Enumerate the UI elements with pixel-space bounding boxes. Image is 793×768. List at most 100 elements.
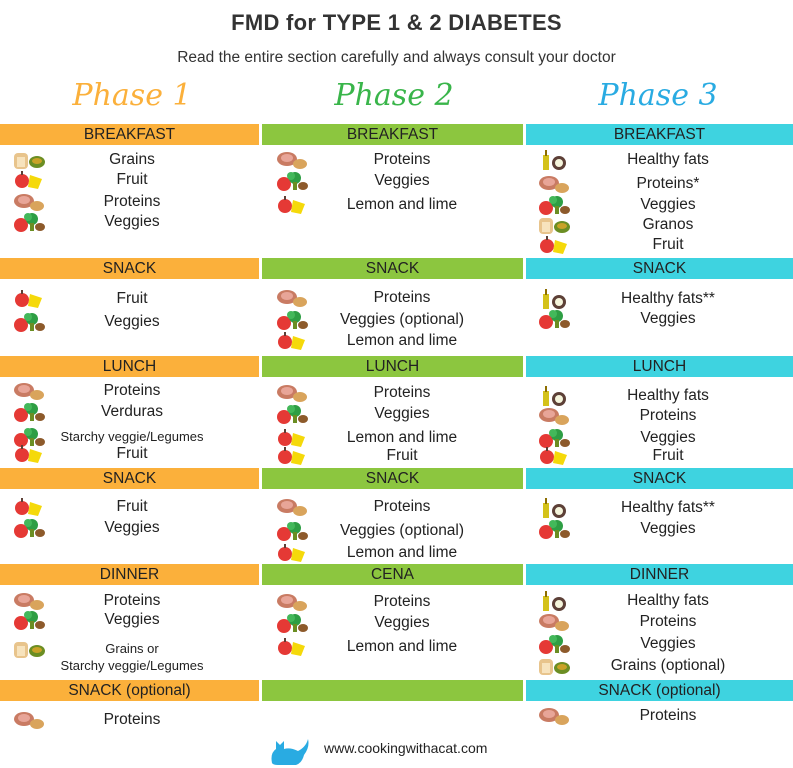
fruit-icon [537,445,571,467]
meal-header-dinner: DINNER [526,564,793,585]
footer-url: www.cookingwithacat.com [324,740,488,756]
oil-icon [537,590,571,612]
vegetables-icon [12,311,46,333]
fruit-icon [275,445,309,467]
list-item: Veggies (optional) [339,522,465,539]
list-item: Veggies [374,405,430,422]
vegetables-icon [537,308,571,330]
meat-icon [12,709,46,731]
fruit-icon [275,427,309,449]
meat-icon [12,590,46,612]
meal-header-breakfast: BREAKFAST [0,124,259,145]
list-item: Proteins [639,407,697,424]
list-item: Veggies [640,196,696,213]
vegetables-icon [537,633,571,655]
fruit-icon [275,330,309,352]
list-item: Proteins [373,384,431,401]
meal-header-snack-optional: SNACK (optional) [526,680,793,701]
meal-header-snack: SNACK [526,258,793,279]
list-item: Lemon and lime [346,638,458,655]
meat-icon [537,173,571,195]
list-item: Proteins [103,382,161,399]
list-item: Starchy veggie/Legumes [60,429,204,444]
fruit-icon [275,636,309,658]
fruit-icon [12,496,46,518]
oil-icon [537,149,571,171]
list-item: Lemon and lime [346,544,458,561]
meat-icon [537,705,571,727]
list-item: Veggies [374,614,430,631]
oil-icon [537,385,571,407]
list-item: Healthy fats [627,387,709,404]
vegetables-icon [275,612,309,634]
meal-header-snack-optional: SNACK (optional) [0,680,259,701]
page-subtitle: Read the entire section carefully and al… [177,49,616,66]
oil-icon [537,497,571,519]
list-item: Proteins [639,613,697,630]
vegetables-icon [275,520,309,542]
list-item: Fruit [652,236,684,253]
list-item: Proteins [373,593,431,610]
list-item: Healthy fats [627,151,709,168]
meat-icon [537,611,571,633]
meal-header-cena: CENA [262,564,523,585]
vegetables-icon [537,427,571,449]
list-item: Fruit [116,498,148,515]
fruit-icon [275,542,309,564]
list-item: Fruit [652,447,684,464]
oil-icon [537,288,571,310]
vegetables-icon [537,194,571,216]
fruit-icon [12,169,46,191]
vegetables-icon [275,309,309,331]
meal-header-snack: SNACK [0,258,259,279]
list-item: Proteins [639,707,697,724]
list-item: Healthy fats [627,592,709,609]
list-item: Veggies [640,520,696,537]
meal-header-lunch: LUNCH [526,356,793,377]
vegetables-icon [12,517,46,539]
list-item: Veggies [640,635,696,652]
bread-icon [537,655,571,677]
list-item: Proteins [103,193,161,210]
bread-icon [537,214,571,236]
meal-header-snack: SNACK [262,468,523,489]
vegetables-icon [275,403,309,425]
bread-icon [12,638,46,660]
list-item: Grains (optional) [610,657,726,674]
meal-header-dinner: DINNER [0,564,259,585]
list-item: Veggies [104,313,160,330]
meat-icon [275,149,309,171]
fruit-icon [12,443,46,465]
page-title: FMD for TYPE 1 & 2 DIABETES [231,10,562,35]
list-item: Lemon and lime [346,332,458,349]
list-item: Veggies [104,519,160,536]
list-item: Proteins [373,498,431,515]
meal-header-lunch: LUNCH [0,356,259,377]
meat-icon [275,591,309,613]
meat-icon [275,382,309,404]
meal-header-breakfast: BREAKFAST [262,124,523,145]
list-item: Proteins* [636,175,700,192]
list-item: Grains or [105,641,159,656]
list-item: Veggies [640,310,696,327]
list-item: Veggies [104,213,160,230]
list-item: Verduras [100,403,164,420]
list-item: Fruit [386,447,418,464]
list-item: Proteins [373,151,431,168]
list-item: Fruit [116,171,148,188]
list-item: Healthy fats** [621,290,715,307]
meal-header-empty [262,680,523,701]
meat-icon [275,496,309,518]
list-item: Veggies (optional) [339,311,465,328]
vegetables-icon [537,518,571,540]
list-item: Healthy fats** [621,499,715,516]
list-item: Grains [109,151,155,168]
phase-2-heading: Phase 2 [334,78,454,113]
meat-icon [12,191,46,213]
vegetables-icon [12,211,46,233]
vegetables-icon [275,170,309,192]
vegetables-icon [12,609,46,631]
fruit-icon [12,288,46,310]
phase-1-heading: Phase 1 [72,78,192,113]
meat-icon [537,405,571,427]
